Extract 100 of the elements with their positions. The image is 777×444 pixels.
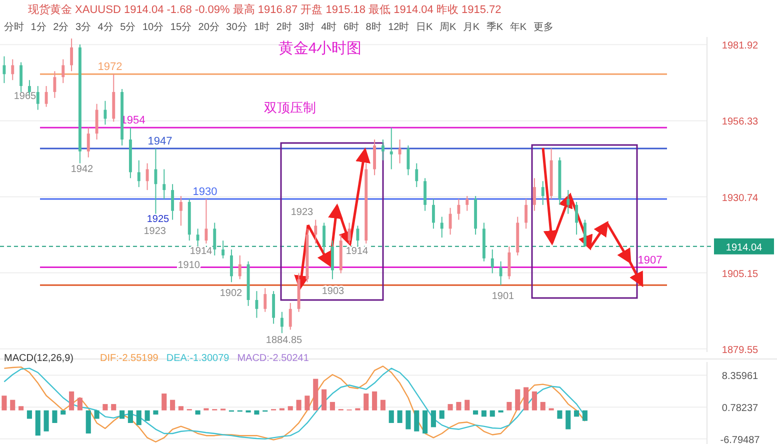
annotation: 1965 bbox=[14, 91, 37, 102]
bar bbox=[52, 410, 58, 423]
bar bbox=[330, 402, 335, 410]
bar bbox=[195, 410, 200, 415]
ref-line-label: 1972 bbox=[98, 61, 122, 74]
candlestick bbox=[330, 240, 334, 280]
bar bbox=[170, 400, 176, 410]
bar bbox=[414, 410, 420, 432]
bar bbox=[566, 410, 571, 430]
bar bbox=[506, 402, 512, 410]
bar bbox=[490, 410, 495, 417]
bar bbox=[422, 410, 428, 434]
candlestick bbox=[406, 144, 410, 176]
bar bbox=[313, 378, 318, 410]
annotation: 1942 bbox=[70, 164, 94, 175]
ref-line-label: 1930 bbox=[192, 186, 218, 198]
chart-subtitle: 现货黄金 XAUUSD 1914.04 -1.68 -0.09% 最高 1916.87 开盘 1915.18 最低 1914.04 昨收 1915.72 bbox=[28, 3, 502, 16]
candlestick bbox=[390, 127, 393, 170]
bar bbox=[94, 410, 100, 419]
candlestick bbox=[499, 260, 502, 286]
bar bbox=[77, 398, 82, 410]
bar bbox=[111, 404, 116, 410]
candlestick bbox=[146, 162, 149, 191]
bar bbox=[144, 410, 150, 421]
candlestick bbox=[432, 198, 435, 230]
bar bbox=[364, 394, 369, 410]
bar bbox=[162, 394, 167, 410]
y-tick-label: 8.35961 bbox=[722, 371, 759, 382]
bar bbox=[557, 410, 562, 419]
annotation: 1884.85 bbox=[266, 335, 303, 346]
candlestick bbox=[448, 207, 452, 236]
bar bbox=[540, 402, 546, 410]
candlestick bbox=[11, 58, 14, 81]
bar bbox=[136, 410, 142, 426]
candlestick bbox=[171, 184, 174, 220]
text: 分时 1分 2分 3分 4分 5分 10分 15分 20分 30分 1时 2时 3时 4时 6时 8时 12时 日K 周K 月K 季K 年K 更多 bbox=[4, 21, 554, 33]
bar bbox=[44, 410, 49, 432]
bar bbox=[69, 391, 74, 410]
bar bbox=[380, 400, 386, 410]
candlestick bbox=[95, 103, 98, 140]
bar bbox=[120, 410, 125, 419]
candlestick bbox=[532, 178, 536, 212]
y-tick-label: 1879.55 bbox=[722, 344, 759, 356]
candlestick bbox=[104, 100, 107, 126]
candlestick bbox=[213, 222, 216, 256]
ref-line-label: 1947 bbox=[148, 135, 172, 148]
candlestick bbox=[566, 190, 570, 214]
chart-title: 黄金4小时图 bbox=[278, 40, 362, 57]
bar bbox=[448, 404, 453, 410]
bar bbox=[128, 410, 133, 423]
candlestick bbox=[524, 198, 528, 230]
candlestick bbox=[36, 86, 40, 110]
candlestick bbox=[238, 254, 242, 280]
annotation: 双顶压制 bbox=[264, 100, 316, 115]
candlestick bbox=[575, 201, 578, 236]
candlestick bbox=[255, 290, 258, 318]
bar bbox=[439, 410, 444, 419]
candlestick bbox=[222, 240, 225, 259]
chart-title: MACD(12,26,9) bbox=[4, 353, 74, 364]
candlestick bbox=[86, 127, 90, 158]
candlestick bbox=[440, 216, 444, 238]
bar bbox=[60, 410, 66, 415]
candlestick bbox=[398, 139, 402, 164]
candlestick bbox=[348, 222, 351, 244]
bar bbox=[254, 410, 260, 415]
bar bbox=[102, 404, 108, 410]
annotation: 1914 bbox=[190, 246, 213, 257]
y-tick-label: 0.78237 bbox=[722, 403, 759, 414]
candlestick bbox=[314, 219, 318, 244]
bar bbox=[178, 406, 184, 410]
text: DIF:-2.55199 bbox=[100, 353, 159, 364]
candlestick bbox=[508, 246, 511, 280]
candlestick bbox=[62, 58, 65, 84]
y-tick-label: 1956.33 bbox=[722, 116, 759, 128]
bar bbox=[10, 400, 16, 410]
series-label: MACD:-2.50241 bbox=[237, 353, 310, 364]
bar bbox=[515, 389, 520, 410]
y-tick-label: -6.79487 bbox=[720, 434, 760, 444]
bar bbox=[18, 406, 24, 410]
annotation: 1914 bbox=[346, 246, 369, 257]
bar bbox=[582, 410, 588, 421]
bar bbox=[464, 400, 470, 410]
candlestick bbox=[70, 38, 74, 72]
y-tick-label: 1905.15 bbox=[722, 268, 759, 280]
bar bbox=[574, 410, 580, 417]
bar bbox=[296, 400, 302, 410]
candlestick bbox=[20, 62, 23, 92]
bar bbox=[481, 410, 486, 417]
bar bbox=[388, 410, 394, 423]
annotation: 1925 bbox=[146, 214, 170, 225]
bar bbox=[2, 396, 7, 410]
candlestick bbox=[230, 248, 233, 283]
candlestick bbox=[322, 222, 326, 253]
candlestick bbox=[541, 180, 544, 206]
candlestick bbox=[2, 56, 6, 84]
candlestick bbox=[280, 311, 284, 334]
bar bbox=[26, 410, 32, 419]
annotation: 1923 bbox=[144, 226, 166, 237]
y-tick-label: 1930.74 bbox=[722, 192, 759, 204]
bar bbox=[532, 391, 537, 410]
